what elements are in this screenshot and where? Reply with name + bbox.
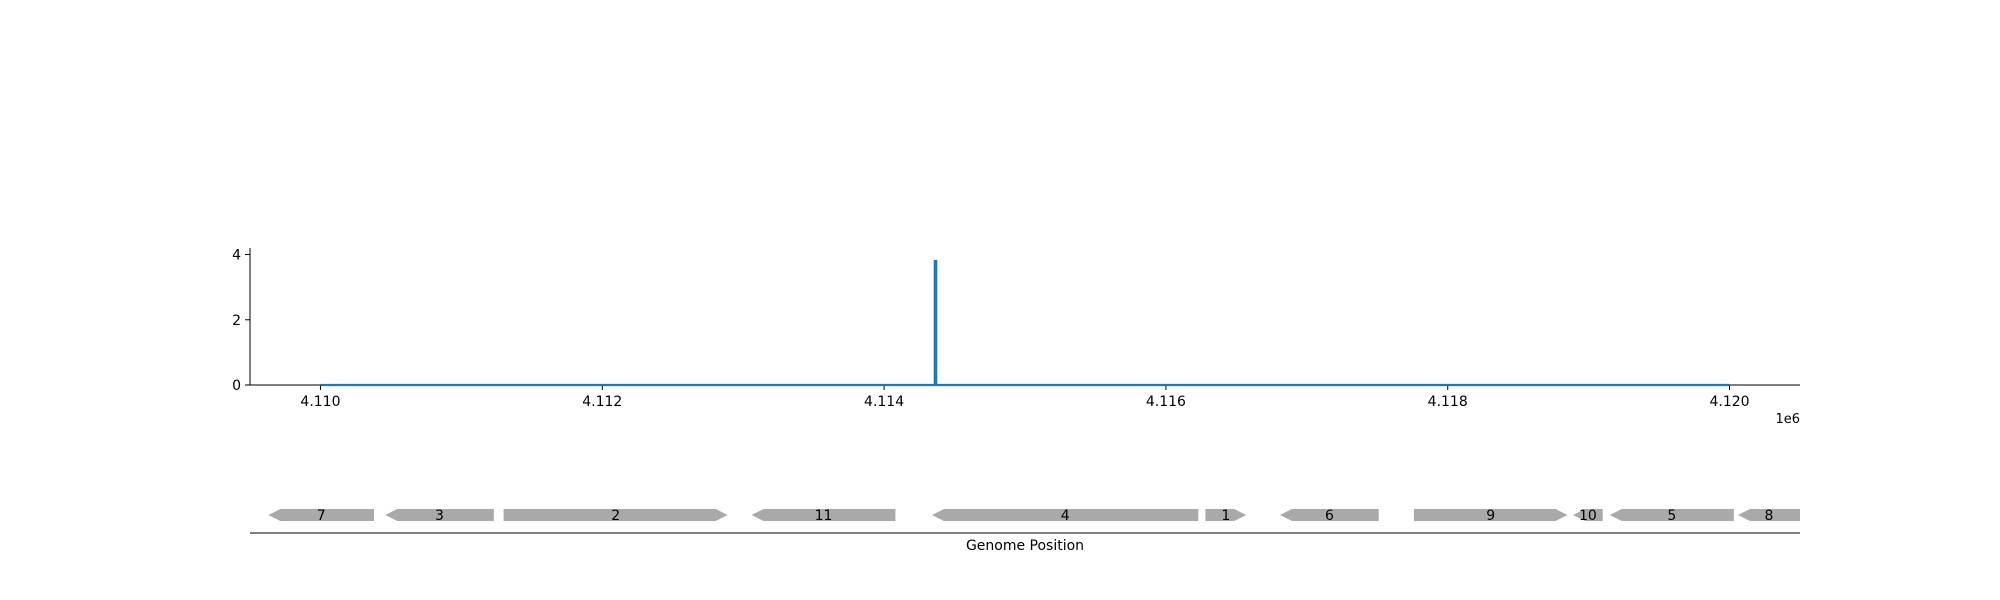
gene-arrow bbox=[1205, 509, 1247, 521]
gene-label: 11 bbox=[815, 508, 833, 524]
y-ticks: 0 2 4 bbox=[232, 248, 250, 394]
x-tick-label: 4.116 bbox=[1146, 394, 1186, 410]
x-axis-label: Genome Position bbox=[966, 538, 1084, 554]
x-tick-label: 4.114 bbox=[864, 394, 904, 410]
gene-track: 7 3 2 11 4 1 6 9 10 5 8 Genome Position bbox=[250, 508, 1800, 554]
y-tick-label: 0 bbox=[232, 378, 241, 394]
gene-label: 3 bbox=[435, 508, 444, 524]
gene-label: 8 bbox=[1765, 508, 1774, 524]
gene-label: 1 bbox=[1221, 508, 1230, 524]
gene-label: 10 bbox=[1579, 508, 1597, 524]
x-tick-label: 4.118 bbox=[1428, 394, 1468, 410]
genes-layer: 7 3 2 11 4 1 6 9 10 5 8 bbox=[268, 508, 1800, 524]
gene-label: 6 bbox=[1325, 508, 1334, 524]
gene-label: 2 bbox=[611, 508, 620, 524]
x-tick-label: 4.112 bbox=[582, 394, 622, 410]
gene-arrow bbox=[1413, 509, 1568, 521]
gene-arrow bbox=[1609, 509, 1734, 521]
gene-label: 7 bbox=[317, 508, 326, 524]
x-tick-label: 4.110 bbox=[300, 394, 340, 410]
gene-arrow bbox=[1573, 509, 1603, 521]
gene-arrow bbox=[268, 509, 374, 521]
y-tick-label: 4 bbox=[232, 248, 241, 264]
gene-label: 9 bbox=[1486, 508, 1495, 524]
x-tick-label: 4.120 bbox=[1709, 394, 1749, 410]
x-ticks: 4.110 4.112 4.114 4.116 4.118 4.120 bbox=[300, 385, 1750, 410]
gene-label: 5 bbox=[1667, 508, 1676, 524]
gene-arrow bbox=[932, 509, 1199, 521]
gene-arrow bbox=[1738, 509, 1800, 521]
gene-arrow bbox=[751, 509, 896, 521]
signal-plot: 0 2 4 4.110 4.112 4.114 4.116 4.118 4.120 1e6 bbox=[232, 248, 1800, 427]
gene-arrow bbox=[1280, 509, 1379, 521]
gene-arrow bbox=[385, 509, 494, 521]
y-tick-label: 2 bbox=[232, 313, 241, 329]
coverage-series-line bbox=[320, 259, 1730, 387]
gene-label: 4 bbox=[1061, 508, 1070, 524]
x-axis-offset-label: 1e6 bbox=[1775, 412, 1800, 427]
gene-arrow bbox=[503, 509, 728, 521]
series-layer bbox=[320, 259, 1730, 387]
